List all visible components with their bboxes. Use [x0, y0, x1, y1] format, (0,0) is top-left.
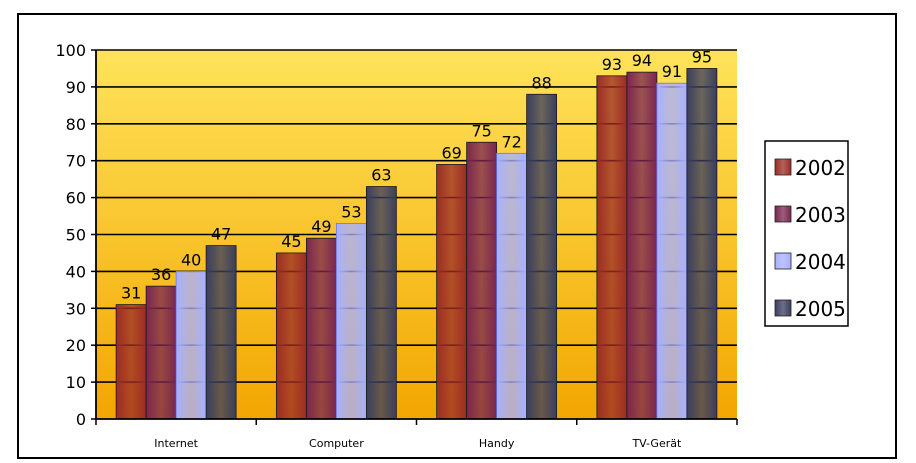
legend-label: 2004 [795, 250, 846, 274]
data-label: 40 [181, 250, 201, 269]
data-label: 53 [341, 202, 361, 221]
y-tick-label: 40 [66, 262, 86, 281]
data-label: 75 [471, 121, 491, 140]
legend-swatch [774, 205, 792, 223]
bar-2005-Computer[interactable] [365, 186, 397, 420]
bar-2003-Handy[interactable] [466, 141, 498, 420]
legend-swatch [774, 158, 792, 176]
data-label: 45 [281, 232, 301, 251]
y-tick-label: 60 [66, 189, 86, 208]
chart-frame: 0 10 20 30 40 50 60 70 80 90 100 31 36 40 47 Internet 45… [17, 13, 897, 459]
y-tick-label: 20 [66, 336, 86, 355]
data-label: 36 [151, 265, 171, 284]
data-label: 69 [441, 143, 461, 162]
legend-swatch [774, 252, 792, 270]
y-tick-label: 50 [66, 226, 86, 245]
bar-2002-Computer[interactable] [275, 252, 307, 420]
data-label: 93 [602, 55, 622, 74]
bar-2003-Computer[interactable] [305, 237, 337, 420]
bar-2004-TV-Gerät[interactable] [656, 82, 688, 420]
data-label: 88 [531, 73, 551, 92]
y-tick-label: 0 [76, 410, 86, 429]
y-tick-label: 30 [66, 299, 86, 318]
bar-2004-Computer[interactable] [335, 223, 367, 420]
bar-2002-Handy[interactable] [436, 163, 468, 420]
x-category-label: Computer [309, 437, 364, 450]
y-tick-label: 70 [66, 152, 86, 171]
legend-label: 2003 [795, 203, 846, 227]
y-tick-label: 10 [66, 373, 86, 392]
legend-swatch [774, 299, 792, 317]
bar-2004-Handy[interactable] [496, 152, 528, 420]
legend-label: 2002 [795, 156, 846, 180]
legend-label: 2005 [795, 297, 846, 321]
data-label: 94 [632, 51, 652, 70]
y-tick-label: 80 [66, 115, 86, 134]
bar-2002-Internet[interactable] [115, 304, 147, 420]
bar-2004-Internet[interactable] [175, 270, 207, 420]
bar-2005-Handy[interactable] [526, 93, 558, 420]
data-label: 49 [311, 217, 331, 236]
data-label: 47 [211, 225, 231, 244]
data-label: 95 [692, 47, 712, 66]
data-label: 91 [662, 62, 682, 81]
data-label: 63 [371, 166, 391, 185]
bar-chart: 0 10 20 30 40 50 60 70 80 90 100 31 36 40 47 Internet 45… [55, 41, 849, 450]
bar-2002-TV-Gerät[interactable] [596, 75, 628, 420]
bar-2005-TV-Gerät[interactable] [686, 68, 718, 420]
bar-2005-Internet[interactable] [205, 245, 237, 420]
y-tick-label: 100 [55, 41, 86, 60]
y-tick-label: 90 [66, 78, 86, 97]
bar-2003-Internet[interactable] [145, 285, 177, 420]
x-category-label: Handy [479, 437, 515, 450]
x-category-label: TV-Gerät [631, 437, 682, 450]
data-label: 72 [501, 132, 521, 151]
bar-2003-TV-Gerät[interactable] [626, 71, 658, 420]
data-label: 31 [121, 284, 141, 303]
x-category-label: Internet [154, 437, 198, 450]
